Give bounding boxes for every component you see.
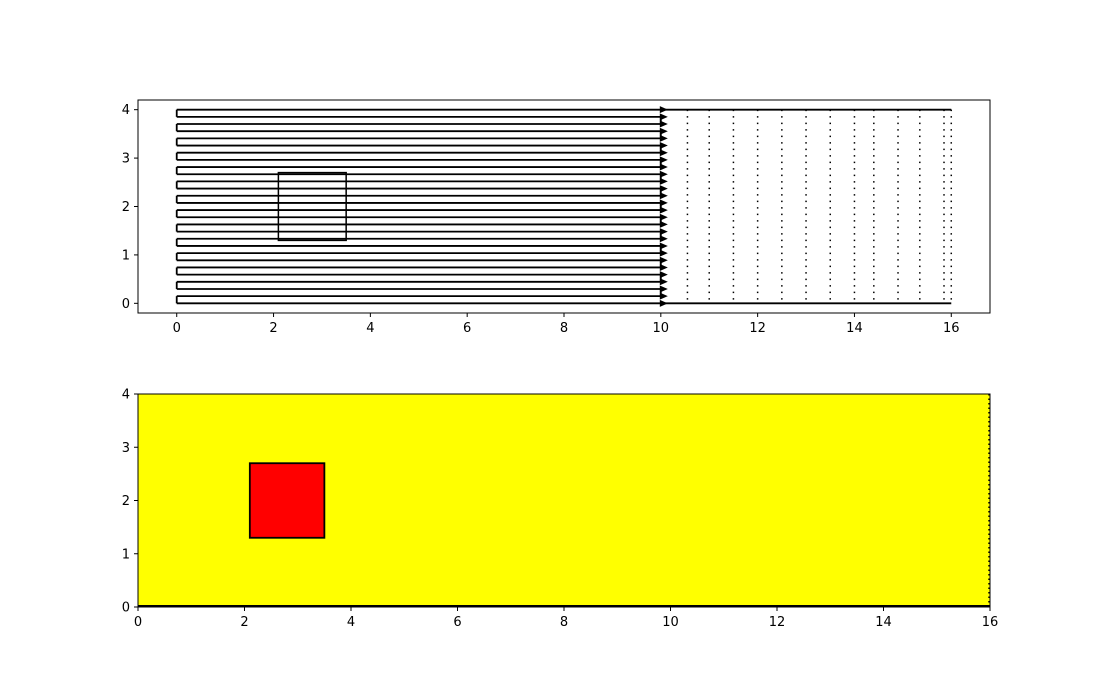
streamline-arrowhead xyxy=(659,134,668,142)
obstacle-fill xyxy=(248,462,326,539)
streamline-arrowhead xyxy=(659,192,668,200)
streamline-arrowhead xyxy=(659,185,668,193)
streamline-arrowhead xyxy=(659,170,668,178)
top-y-tick-label: 1 xyxy=(122,248,130,263)
top-x-tick-label: 12 xyxy=(749,321,766,336)
streamline-arrowhead xyxy=(659,149,668,157)
streamline-arrowhead xyxy=(659,156,668,164)
top-x-tick-label: 14 xyxy=(846,321,863,336)
bottom-y-tick-label: 2 xyxy=(122,494,130,509)
bottom-x-tick-label: 0 xyxy=(134,615,142,630)
streamline-arrowhead xyxy=(659,142,668,150)
top-x-tick-label: 2 xyxy=(269,321,277,336)
streamline-arrowhead xyxy=(659,213,668,221)
streamline-arrowhead xyxy=(659,199,668,207)
streamline-arrowhead xyxy=(659,113,668,121)
streamline-arrowhead xyxy=(659,256,668,264)
bottom-y-tick-label: 1 xyxy=(122,547,130,562)
obstacle-outline xyxy=(277,171,347,242)
streamline-arrowhead xyxy=(659,292,668,300)
bottom-x-tick-label: 16 xyxy=(982,615,999,630)
streamline-arrowhead xyxy=(659,263,668,271)
top-x-tick-label: 0 xyxy=(173,321,181,336)
streamline-arrowhead xyxy=(659,206,668,214)
bottom-x-tick-label: 2 xyxy=(240,615,248,630)
top-x-tick-label: 8 xyxy=(560,321,568,336)
bottom-x-tick-label: 12 xyxy=(769,615,786,630)
top-y-tick-label: 2 xyxy=(122,200,130,215)
bottom-y-tick-label: 4 xyxy=(122,388,130,403)
top-x-tick-label: 6 xyxy=(463,321,471,336)
streamline-arrowhead xyxy=(659,278,668,286)
top-x-tick-label: 16 xyxy=(943,321,960,336)
streamline-arrowhead xyxy=(659,127,668,135)
bottom-x-tick-label: 4 xyxy=(347,615,355,630)
top-x-tick-label: 4 xyxy=(366,321,374,336)
streamline-arrowhead xyxy=(659,120,668,128)
top-y-tick-label: 0 xyxy=(122,297,130,312)
top-x-tick-label: 10 xyxy=(653,321,670,336)
bottom-x-tick-label: 14 xyxy=(875,615,892,630)
top-y-tick-label: 3 xyxy=(122,152,130,167)
streamline-arrowhead xyxy=(659,220,668,228)
streamline-arrowhead xyxy=(659,285,668,293)
top-plot-area xyxy=(138,100,990,313)
streamline-arrowhead xyxy=(659,242,668,250)
bottom-y-tick-label: 3 xyxy=(122,441,130,456)
streamline-arrowhead xyxy=(659,177,668,185)
bottom-y-tick-label: 0 xyxy=(122,601,130,616)
streamline-arrowhead xyxy=(659,163,668,171)
streamline-arrowhead xyxy=(659,228,668,236)
streamline-arrowhead xyxy=(659,235,668,243)
bottom-x-tick-label: 6 xyxy=(453,615,461,630)
bottom-x-tick-label: 10 xyxy=(662,615,679,630)
streamline-arrowhead xyxy=(659,249,668,257)
bottom-x-tick-label: 8 xyxy=(560,615,568,630)
streamline-arrowhead xyxy=(659,271,668,279)
top-y-tick-label: 4 xyxy=(122,103,130,118)
